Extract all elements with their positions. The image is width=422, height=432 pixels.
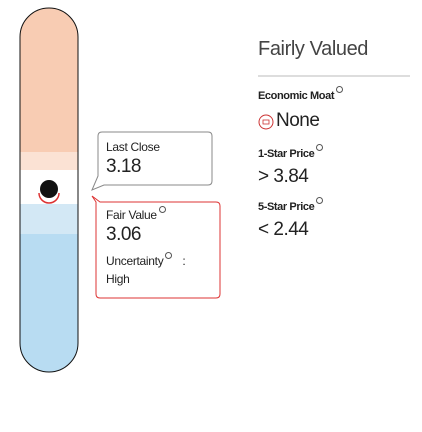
one-star-value: 3.84 — [273, 166, 309, 187]
one-star-row: > 3.84 — [258, 166, 309, 188]
moat-value: None — [276, 110, 320, 131]
moat-label: Economic Moat — [258, 86, 344, 102]
moat-label-text: Economic Moat — [258, 90, 335, 102]
five-star-symbol: < — [258, 219, 269, 240]
uncertainty-value: High — [106, 272, 130, 286]
five-star-value: 2.44 — [273, 219, 309, 240]
last-close-label: Last Close — [106, 140, 160, 154]
five-star-label: 5-Star Price — [258, 197, 324, 213]
one-star-label-text: 1-Star Price — [258, 148, 315, 160]
last-close-value: 3.18 — [106, 156, 141, 177]
one-star-label: 1-Star Price — [258, 144, 324, 160]
five-star-label-text: 5-Star Price — [258, 201, 315, 213]
uncertainty-row: Uncertainty: — [106, 252, 186, 268]
five-star-row: < 2.44 — [258, 219, 309, 241]
uncertainty-label: Uncertainty — [106, 254, 164, 268]
rating: Fairly Valued — [258, 38, 369, 60]
one-star-symbol: > — [258, 166, 269, 187]
fair-value-label-text: Fair Value — [106, 208, 157, 222]
fair-value-label: Fair Value — [106, 206, 166, 222]
fair-value-value: 3.06 — [106, 224, 141, 245]
uncertainty-separator: : — [182, 254, 186, 268]
